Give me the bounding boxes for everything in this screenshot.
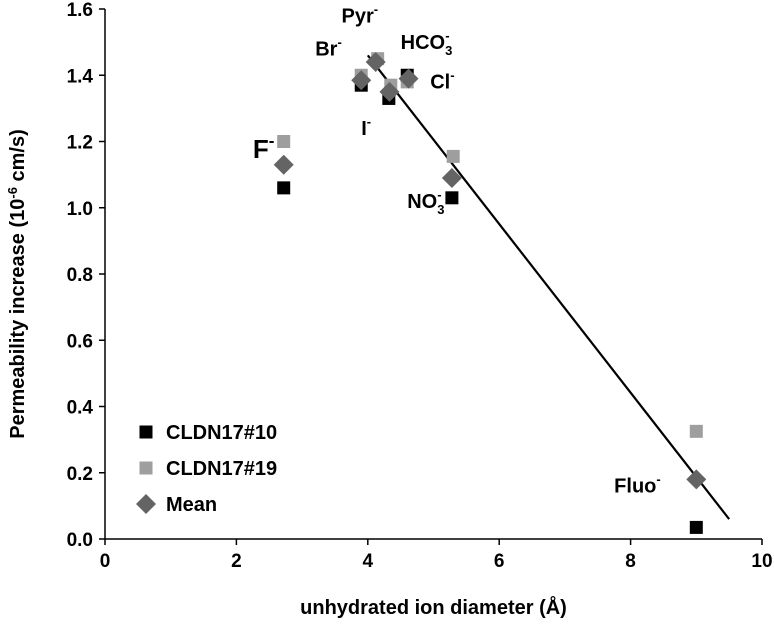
- y-tick-label: 0.8: [67, 265, 93, 286]
- y-tick-label: 1.0: [67, 199, 93, 220]
- x-tick-label: 6: [494, 551, 505, 572]
- y-tick-label: 1.6: [67, 0, 93, 21]
- point-cldn17-10: [445, 191, 459, 205]
- point-mean: [379, 81, 400, 102]
- ion-label: Cl-: [430, 68, 454, 94]
- x-tick-label: 2: [231, 551, 242, 572]
- data-points: [273, 52, 707, 534]
- y-axis-title: Permeability increase (10-6 cm/s): [5, 129, 30, 439]
- ion-label: I-: [361, 114, 371, 140]
- point-mean: [686, 469, 707, 490]
- point-mean: [351, 70, 372, 91]
- point-mean: [273, 154, 294, 175]
- point-cldn17-19: [446, 149, 460, 163]
- point-mean: [365, 52, 386, 72]
- point-mean: [441, 167, 462, 188]
- legend-marker: [139, 461, 153, 475]
- ion-label: Fluo-: [614, 472, 661, 498]
- y-tick-label: 0.2: [67, 464, 93, 485]
- legend-label: Mean: [166, 494, 217, 516]
- point-mean: [398, 68, 419, 89]
- y-tick-label: 1.4: [67, 66, 94, 87]
- point-cldn17-10: [689, 520, 703, 534]
- ion-label: NO3-: [407, 187, 444, 217]
- y-axis-title-before: Permeability increase (10: [7, 199, 29, 439]
- ticks: 0.0 0.2 0.4 0.6 0.8 1.0 1.2 1.4 1.6 0 2 4 6 8 10: [67, 0, 773, 572]
- point-cldn17-19: [277, 135, 291, 148]
- ion-label: Pyr-: [342, 1, 379, 27]
- x-tick-label: 0: [100, 551, 111, 572]
- legend: CLDN17#10 CLDN17#19 Mean: [136, 422, 277, 516]
- x-tick-label: 10: [751, 551, 772, 572]
- point-cldn17-10: [277, 181, 291, 195]
- legend-label: CLDN17#19: [166, 458, 277, 480]
- x-axis-title: unhydrated ion diameter (Å): [300, 595, 567, 619]
- y-tick-label: 0.4: [67, 398, 94, 419]
- annotations: F- Br-Pyr- HCO3- Cl- I- NO3- Fluo-: [253, 1, 661, 497]
- legend-label: CLDN17#10: [166, 422, 277, 444]
- y-tick-label: 1.2: [67, 133, 93, 154]
- ion-label: Br-: [315, 34, 342, 60]
- x-tick-label: 8: [625, 551, 636, 572]
- ion-label: HCO3-: [401, 28, 453, 58]
- x-tick-label: 4: [363, 551, 374, 572]
- trendline: [366, 54, 731, 520]
- y-tick-label: 0.0: [67, 530, 93, 551]
- trendline-layer: [366, 54, 731, 520]
- legend-marker: [139, 425, 153, 439]
- ion-label: F-: [253, 131, 275, 164]
- y-axis-title-exponent: -6: [5, 187, 20, 199]
- y-axis-title-after: cm/s): [7, 129, 29, 187]
- legend-marker: [136, 494, 156, 514]
- y-tick-label: 0.6: [67, 331, 93, 352]
- point-cldn17-19: [689, 424, 703, 438]
